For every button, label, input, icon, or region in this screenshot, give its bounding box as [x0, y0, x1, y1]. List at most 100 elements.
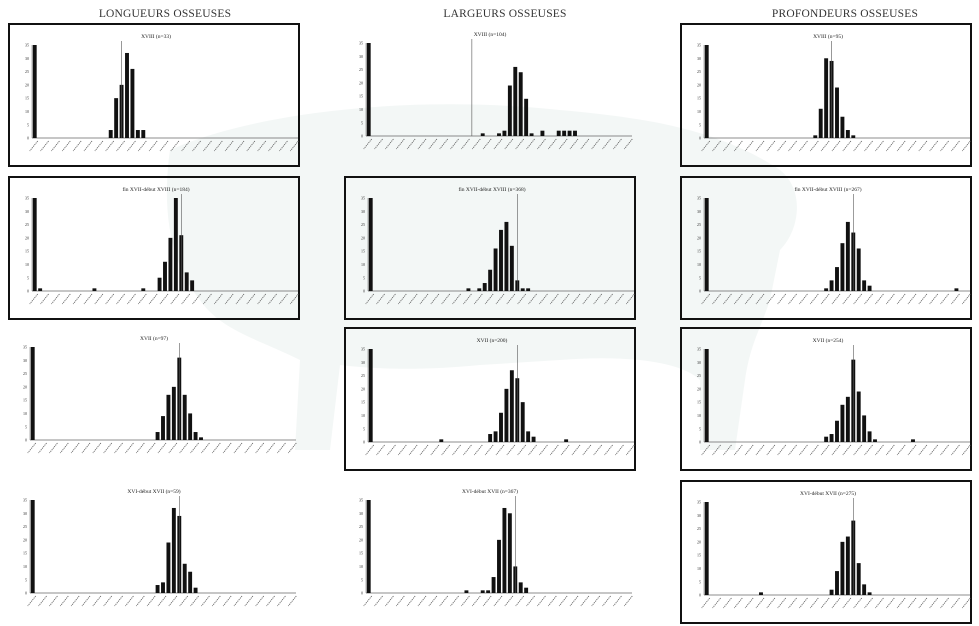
x-tick-label	[246, 140, 256, 152]
x-tick-label	[885, 293, 895, 305]
x-tick-label	[137, 140, 147, 152]
x-tick-label	[539, 293, 548, 305]
histogram-svg: XVII (n=200) 0 5 10 15 20 25 30 35	[361, 337, 635, 456]
x-tick-label	[526, 138, 535, 150]
y-tick-label: 25	[359, 67, 363, 72]
x-tick-label	[473, 444, 483, 456]
y-tick-label: 20	[23, 384, 27, 389]
x-tick-label	[146, 595, 156, 607]
x-tick-label	[831, 597, 841, 609]
x-tick-label	[170, 293, 180, 305]
histogram-bar	[114, 98, 119, 138]
histogram-bar	[704, 45, 709, 138]
histogram-bar	[504, 388, 509, 442]
y-tick-label: 30	[697, 209, 701, 214]
x-tick-label	[820, 293, 830, 305]
x-tick-label	[918, 444, 928, 456]
x-tick-label	[799, 293, 808, 305]
x-tick-label	[755, 444, 765, 456]
histogram-svg: XVI-début XVII (n=367) 0 5 10 15 20 25 30 35	[359, 488, 633, 607]
y-tick-label: 15	[697, 400, 701, 405]
x-tick-label	[471, 138, 481, 150]
histogram-bar	[38, 288, 43, 291]
x-tick-label	[135, 442, 145, 454]
histogram-bar	[439, 439, 444, 442]
histogram-bar	[867, 285, 872, 291]
histogram-bar	[567, 130, 572, 136]
x-tick-label	[213, 140, 223, 152]
y-tick-label: 10	[359, 107, 363, 112]
x-tick-label	[712, 293, 721, 305]
y-tick-label: 0	[361, 591, 363, 596]
y-tick-label: 15	[361, 400, 365, 405]
x-tick-label	[940, 597, 949, 609]
y-tick-label: 10	[697, 413, 701, 418]
y-tick-label: 30	[361, 209, 365, 214]
histogram-bar	[141, 130, 146, 138]
x-tick-label	[190, 595, 199, 607]
x-tick-label	[170, 140, 180, 152]
x-tick-label	[127, 293, 136, 305]
x-tick-label	[907, 293, 917, 305]
y-tick-label: 0	[25, 438, 27, 443]
y-tick-label: 25	[23, 524, 27, 529]
y-tick-label: 30	[697, 513, 701, 518]
x-tick-label	[417, 595, 427, 607]
histogram-bar	[824, 436, 829, 442]
y-tick-label: 0	[363, 440, 365, 445]
chart-title: XVIII (n=104)	[474, 31, 507, 38]
x-tick-label	[799, 140, 808, 152]
histogram-bar	[168, 237, 173, 291]
histogram-bar	[562, 130, 567, 136]
y-tick-label: 20	[697, 539, 701, 544]
x-tick-label	[537, 595, 546, 607]
y-tick-label: 15	[697, 553, 701, 558]
x-tick-label	[853, 293, 863, 305]
x-tick-label	[92, 595, 102, 607]
x-tick-label	[233, 595, 243, 607]
y-tick-label: 25	[25, 222, 29, 227]
y-tick-label: 0	[25, 591, 27, 596]
x-tick-label	[387, 293, 396, 305]
x-tick-label	[961, 293, 971, 305]
histogram-bar	[518, 72, 523, 136]
x-tick-label	[820, 444, 830, 456]
x-tick-label	[235, 140, 245, 152]
histogram-bar	[524, 98, 529, 136]
y-tick-label: 35	[23, 498, 27, 503]
histogram-bar	[493, 431, 498, 442]
x-tick-label	[558, 138, 568, 150]
x-tick-label	[192, 293, 201, 305]
x-tick-label	[831, 444, 841, 456]
x-tick-label	[419, 444, 429, 456]
x-tick-label	[266, 595, 275, 607]
x-tick-label	[591, 138, 601, 150]
x-tick-label	[615, 444, 624, 456]
histogram-bar	[704, 502, 709, 595]
y-tick-label: 10	[361, 413, 365, 418]
x-tick-label	[203, 293, 212, 305]
x-tick-label	[755, 293, 765, 305]
histogram-bar	[499, 229, 503, 291]
histogram-bar	[161, 416, 165, 440]
x-tick-label	[70, 595, 80, 607]
x-tick-label	[441, 444, 451, 456]
y-tick-label: 5	[25, 577, 27, 582]
x-tick-label	[441, 293, 451, 305]
x-tick-label	[268, 293, 277, 305]
y-tick-label: 35	[361, 196, 365, 201]
x-tick-label	[951, 444, 960, 456]
histogram-bar	[529, 133, 534, 136]
histogram-bar	[480, 133, 485, 136]
x-tick-label	[201, 442, 210, 454]
x-tick-label	[571, 293, 581, 305]
y-tick-label: 5	[361, 120, 363, 125]
chart-title: XVIII (n=95)	[813, 33, 843, 40]
x-tick-label	[799, 444, 808, 456]
x-tick-label	[83, 293, 93, 305]
y-tick-label: 25	[697, 526, 701, 531]
column-title-lengths: LONGUEURS OSSEUSES	[98, 8, 232, 20]
x-tick-label	[918, 140, 928, 152]
x-tick-label	[452, 293, 461, 305]
y-tick-label: 5	[27, 275, 29, 280]
